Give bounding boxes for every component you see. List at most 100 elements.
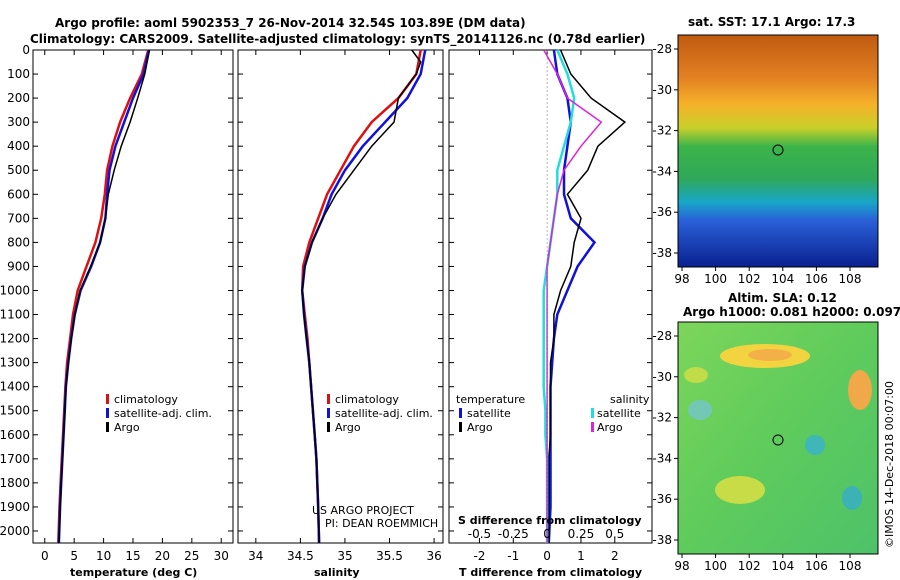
map-x-tick-label: 98 <box>674 559 689 573</box>
legend-mark-t-satellite <box>459 408 462 418</box>
sst-map-image <box>677 34 879 268</box>
y-tick-label: 0 <box>22 43 30 57</box>
map-x-tick-label: 102 <box>738 559 761 573</box>
legend-mark-climatology <box>106 394 109 404</box>
map-y-tick-label: -28 <box>652 329 672 343</box>
salinity-xlabel: salinity <box>314 566 360 579</box>
map-x-tick-label: 98 <box>674 272 689 286</box>
series-line <box>548 49 627 543</box>
y-tick-label: 200 <box>7 91 30 105</box>
map-y-tick-label: -32 <box>652 124 672 138</box>
y-tick-label: 300 <box>7 115 30 129</box>
map-y-tick-label: -38 <box>652 246 672 260</box>
legend-label-argo: Argo <box>114 421 140 434</box>
legend-mark-satellite <box>327 408 330 418</box>
y-tick-label: 700 <box>7 211 30 225</box>
salinity-panel: 34 34.5 35 35.5 36 climatology satellite-adj… <box>237 49 444 579</box>
map-x-tick-label: 104 <box>771 559 794 573</box>
x-tick-label: -2 <box>473 549 485 563</box>
legend-label-t-satellite: satellite <box>467 407 511 420</box>
x-tick-label: 2 <box>611 549 619 563</box>
series-line <box>57 49 150 544</box>
credit-line2: PI: DEAN ROEMMICH <box>325 517 438 530</box>
temperature-panel: 0100200300400500600700800900100011001200… <box>0 43 234 579</box>
difference-legend: temperature salinity satellite Argo sate… <box>456 393 650 434</box>
map-x-tick-label: 102 <box>738 272 761 286</box>
credit-line1: US ARGO PROJECT <box>312 504 414 517</box>
argo-location-marker <box>772 144 784 156</box>
map-x-tick-label: 106 <box>805 272 828 286</box>
legend-label-argo: Argo <box>335 421 361 434</box>
x-tick-label: 15 <box>125 549 140 563</box>
header-line2: Climatology: CARS2009. Satellite-adjuste… <box>30 32 645 47</box>
x-tick-label: 5 <box>70 549 78 563</box>
x-tick-label: 1 <box>577 549 585 563</box>
salinity-frame <box>237 49 444 544</box>
s-tick-label: 0.25 <box>568 527 595 541</box>
y-tick-label: 1700 <box>0 452 30 466</box>
series-line <box>58 49 151 544</box>
series-line <box>301 49 422 544</box>
salinity-series <box>300 49 427 544</box>
legend-mark-s-satellite <box>591 408 594 418</box>
y-tick-label: 100 <box>7 67 30 81</box>
legend-label-t-argo: Argo <box>467 421 493 434</box>
map-y-tick-label: -30 <box>652 83 672 97</box>
y-tick-label: 1000 <box>0 283 30 297</box>
y-tick-label: 1500 <box>0 404 30 418</box>
difference-series <box>542 49 627 544</box>
x-tick-label: 34 <box>248 549 263 563</box>
legend-label-satellite: satellite-adj. clim. <box>114 407 212 420</box>
legend-label-satellite: satellite-adj. clim. <box>335 407 433 420</box>
map-y-tick-label: -30 <box>652 370 672 384</box>
sla-high-blob <box>684 367 708 383</box>
s-tick-label: -0.5 <box>468 527 491 541</box>
x-tick-label: 20 <box>155 549 170 563</box>
sla-map-features <box>684 344 872 510</box>
map-y-tick-label: -34 <box>652 451 672 465</box>
y-tick-label: 1900 <box>0 500 30 514</box>
sla-high-blob <box>848 370 872 410</box>
map-x-tick-label: 108 <box>839 559 862 573</box>
series-line <box>543 49 603 543</box>
y-tick-label: 1100 <box>0 308 30 322</box>
y-tick-label: 600 <box>7 187 30 201</box>
x-tick-label: 30 <box>214 549 229 563</box>
x-tick-label: 35.5 <box>376 549 403 563</box>
y-tick-label: 1300 <box>0 356 30 370</box>
legend-mark-climatology <box>327 394 330 404</box>
legend-title-temperature: temperature <box>456 393 525 406</box>
series-line <box>300 49 422 544</box>
y-tick-label: 800 <box>7 235 30 249</box>
map-x-tick-label: 106 <box>805 559 828 573</box>
s-difference-ticks: -0.5 -0.25 0 0.25 0.5 <box>468 527 625 541</box>
y-tick-label: 500 <box>7 163 30 177</box>
imos-stamp: ©IMOS 14-Dec-2018 00:07:00 <box>883 381 896 548</box>
header-line1: Argo profile: aoml 5902353_7 26-Nov-2014… <box>55 16 526 31</box>
s-tick-label: -0.25 <box>498 527 529 541</box>
x-tick-label: 0 <box>543 549 551 563</box>
x-tick-label: 35 <box>337 549 352 563</box>
y-tick-label: 1200 <box>0 332 30 346</box>
sla-low-blob <box>805 435 825 455</box>
sst-map: sat. SST: 17.1 Argo: 17.3 -28-30-32-34-3 <box>652 15 879 286</box>
series-line <box>300 49 427 544</box>
y-tick-label: 1600 <box>0 428 30 442</box>
salinity-ticks: 34 34.5 35 35.5 36 <box>238 49 443 563</box>
legend-mark-s-argo <box>591 422 594 432</box>
y-tick-label: 900 <box>7 259 30 273</box>
map-y-tick-label: -36 <box>652 205 672 219</box>
map-x-tick-label: 100 <box>704 272 727 286</box>
y-tick-label: 1400 <box>0 380 30 394</box>
temperature-legend: climatology satellite-adj. clim. Argo <box>106 393 212 434</box>
difference-ticks: -2 -1 0 1 2 <box>449 49 652 563</box>
argo-location-marker <box>772 434 784 446</box>
x-tick-label: 0 <box>41 549 49 563</box>
temperature-ticks: 0100200300400500600700800900100011001200… <box>0 43 233 563</box>
sla-map: Altim. SLA: 0.12 Argo h1000: 0.081 h2000… <box>652 291 900 573</box>
sla-map-title2: Argo h1000: 0.081 h2000: 0.097 <box>683 305 900 319</box>
salinity-legend: climatology satellite-adj. clim. Argo <box>327 393 433 434</box>
legend-mark-t-argo <box>459 422 462 432</box>
